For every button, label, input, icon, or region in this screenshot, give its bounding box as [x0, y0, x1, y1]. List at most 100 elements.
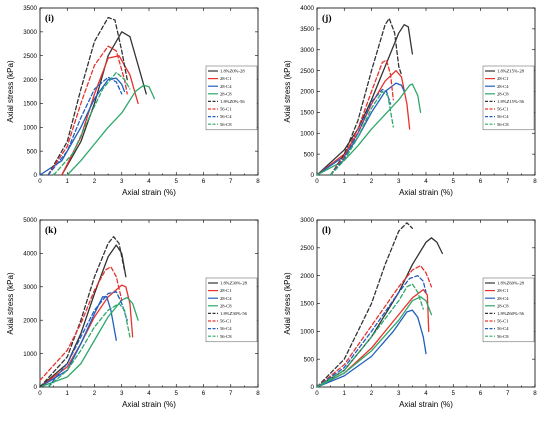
series-line-4 [66, 84, 156, 176]
legend-entry-label: 1.8%Z30%-28 [220, 281, 248, 286]
legend-entry-label: 56-C4 [220, 326, 232, 331]
legend-entry-label: 56-C1 [497, 319, 509, 324]
y-tick-label: 1500 [23, 101, 37, 108]
x-tick-label: 0 [315, 390, 319, 397]
chart-panel-2: 0 1 2 3 4 5 6 7 8 0 500 1000 1500 2000 2500 3000 3500 400… [283, 5, 537, 197]
legend-entry-label: 28-C1 [497, 288, 509, 293]
x-tick-label: 7 [229, 390, 233, 397]
x-tick-label: 1 [343, 178, 347, 185]
x-tick-label: 7 [506, 390, 510, 397]
x-tick-label: 8 [533, 178, 537, 185]
y-tick-label: 1500 [300, 110, 314, 117]
legend-entry-label: 1.8%Z30%-56 [220, 311, 248, 316]
x-tick-label: 1 [66, 178, 70, 185]
legend-entry-label: 28-C8 [497, 91, 509, 96]
series-line-7 [47, 291, 128, 388]
series-line-8 [52, 71, 131, 176]
y-tick-label: 0 [34, 384, 38, 391]
legend-entry-label: 28-C8 [497, 303, 509, 308]
y-tick-label: 3000 [23, 29, 37, 36]
x-tick-label: 3 [397, 178, 401, 185]
x-tick-label: 2 [370, 390, 374, 397]
x-tick-label: 3 [120, 178, 124, 185]
legend-entry-label: 1.8%Z60%-56 [497, 311, 525, 316]
x-axis-title: Axial strain (%) [122, 188, 176, 197]
legend-entry-label: 56-C8 [220, 122, 232, 127]
legend-entry-label: 56-C4 [497, 326, 509, 331]
legend-entry-label: 56-C1 [497, 107, 509, 112]
series-line-1 [61, 31, 147, 176]
legend-entry-label: 56-C8 [497, 122, 509, 127]
x-tick-label: 6 [479, 178, 483, 185]
y-tick-label: 5000 [23, 217, 37, 224]
x-tick-label: 5 [452, 390, 456, 397]
x-tick-label: 4 [424, 178, 428, 185]
x-tick-label: 4 [424, 390, 428, 397]
panel-label: (l) [322, 225, 331, 236]
legend-entry-label: 28-C1 [220, 288, 232, 293]
x-tick-label: 5 [175, 178, 179, 185]
chart-panel-4: 0 1 2 3 4 5 6 7 8 0 500 1000 1500 2000 2500 3000 Axial s… [283, 217, 537, 409]
series-line-5 [329, 17, 403, 176]
y-tick-label: 2500 [300, 68, 314, 75]
series-line-8 [47, 302, 131, 388]
series-line-4 [39, 296, 139, 388]
y-tick-label: 2000 [23, 77, 37, 84]
series-line-7 [47, 76, 123, 176]
y-tick-label: 2500 [23, 53, 37, 60]
x-tick-label: 7 [506, 178, 510, 185]
series-line-7 [329, 88, 392, 176]
legend-entry-label: 1.8%Z15%-28 [497, 69, 525, 74]
legend: 1.8%Z15%-28 28-C1 28-C4 28-C8 1.8%Z15%-56 56-… [482, 65, 535, 131]
y-axis-title: Axial stress (kPa) [283, 60, 292, 123]
x-tick-label: 0 [38, 390, 42, 397]
y-axis-title: Axial stress (kPa) [6, 272, 15, 335]
legend: 1.8%Z30%-28 28-C1 28-C4 28-C8 1.8%Z30%-56 56-… [205, 277, 258, 343]
panel-label: (i) [45, 13, 54, 24]
x-tick-label: 5 [452, 178, 456, 185]
x-tick-label: 1 [343, 390, 347, 397]
series-line-6 [316, 265, 433, 388]
legend-entry-label: 1.8%Z0%-56 [220, 99, 245, 104]
x-tick-label: 0 [38, 178, 42, 185]
legend-frame [482, 65, 535, 131]
y-tick-label: 2000 [23, 317, 37, 324]
series-line-4 [316, 296, 433, 388]
y-axis-title: Axial stress (kPa) [283, 272, 292, 335]
y-tick-label: 2000 [300, 89, 314, 96]
legend-frame [205, 277, 258, 343]
legend-entry-label: 56-C4 [497, 114, 509, 119]
series-line-6 [329, 59, 394, 176]
x-tick-label: 2 [370, 178, 374, 185]
legend-entry-label: 56-C8 [497, 334, 509, 339]
series-line-2 [39, 284, 134, 388]
legend-entry-label: 56-C4 [220, 114, 232, 119]
legend-entry-label: 28-C8 [220, 303, 232, 308]
legend-entry-label: 28-C4 [497, 84, 509, 89]
legend-entry-label: 28-C4 [220, 84, 232, 89]
x-tick-label: 2 [93, 178, 97, 185]
y-tick-label: 4000 [23, 251, 37, 258]
series-line-8 [329, 90, 394, 176]
x-tick-label: 1 [66, 390, 70, 397]
legend-entry-label: 28-C1 [220, 76, 232, 81]
y-tick-label: 3500 [23, 5, 37, 12]
y-tick-label: 500 [304, 356, 315, 363]
x-tick-label: 2 [93, 390, 97, 397]
x-tick-label: 4 [147, 178, 151, 185]
x-tick-label: 3 [120, 390, 124, 397]
y-tick-label: 0 [311, 172, 315, 179]
series-line-6 [39, 266, 123, 381]
x-tick-label: 8 [256, 178, 260, 185]
y-tick-label: 500 [27, 148, 38, 155]
legend-frame [482, 277, 535, 343]
legend-entry-label: 1.8%Z60%-28 [497, 281, 525, 286]
y-tick-label: 1000 [300, 329, 314, 336]
x-axis-title: Axial strain (%) [399, 188, 453, 197]
legend-entry-label: 1.8%Z0%-28 [220, 69, 245, 74]
panel-label: (k) [45, 225, 57, 236]
legend-entry-label: 28-C8 [220, 91, 232, 96]
y-tick-label: 2000 [300, 273, 314, 280]
series-line-8 [316, 283, 424, 388]
y-tick-label: 3500 [300, 26, 314, 33]
